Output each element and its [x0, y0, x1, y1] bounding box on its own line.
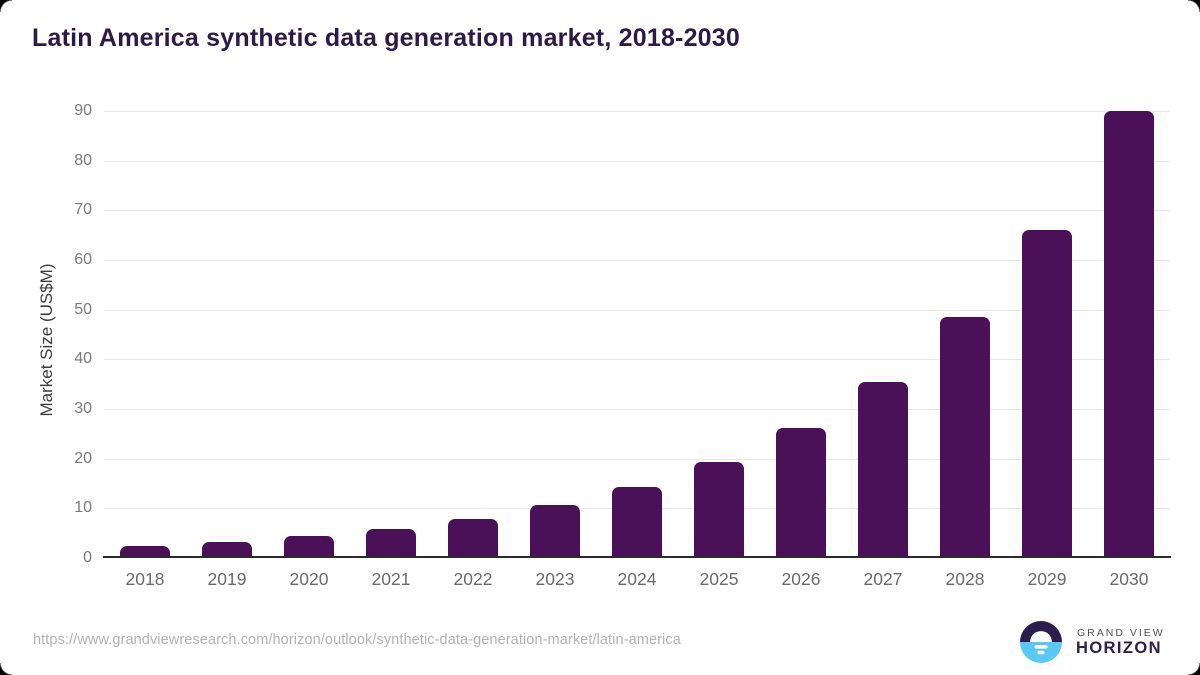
y-tick-label: 20 [74, 449, 92, 467]
bar-2027 [858, 381, 908, 558]
gridline-y90 [104, 111, 1170, 112]
bar-2028 [940, 317, 990, 558]
rounded-corner-mask [0, 663, 12, 675]
y-tick-label: 70 [74, 201, 92, 219]
bar-2024 [612, 486, 662, 558]
x-axis-line [103, 556, 1171, 558]
bar-2019 [202, 541, 252, 558]
logo-horizon-label: HORIZON [1076, 639, 1162, 657]
gridline-y80 [104, 160, 1170, 162]
x-tick-label-2027: 2027 [863, 569, 903, 589]
gridline-y40 [104, 359, 1170, 361]
source-url: https://www.grandviewresearch.com/horizo… [33, 632, 681, 648]
x-tick-label-2030: 2030 [1109, 569, 1149, 589]
y-tick-label: 80 [74, 151, 92, 169]
x-tick-label-2020: 2020 [289, 569, 329, 589]
bar-2020 [284, 535, 334, 558]
x-tick-label-2029: 2029 [1027, 569, 1067, 589]
x-tick-label-2024: 2024 [617, 569, 657, 589]
x-tick-label-2019: 2019 [207, 569, 247, 589]
horizon-sunrise-icon [1020, 621, 1062, 663]
x-tick-label-2021: 2021 [371, 569, 411, 589]
y-tick-label: 50 [74, 300, 92, 318]
chart-title: Latin America synthetic data generation … [32, 24, 740, 52]
y-tick-label: 60 [74, 251, 92, 268]
y-tick-label: 0 [83, 549, 92, 566]
bar-2025 [694, 461, 744, 558]
y-tick-label: 30 [74, 400, 92, 417]
x-tick-label-2026: 2026 [781, 569, 821, 589]
rounded-corner-mask [1188, 663, 1200, 675]
y-tick-label: 10 [74, 499, 92, 517]
bar-2029 [1022, 230, 1072, 558]
bar-2022 [448, 518, 498, 558]
logo-grand-view-label: GRAND VIEW [1077, 627, 1165, 639]
y-tick-label: 40 [74, 350, 92, 368]
bar-2030 [1104, 111, 1154, 558]
x-tick-label-2018: 2018 [125, 569, 165, 589]
gridline-y20 [104, 458, 1170, 460]
y-tick-label: 90 [74, 102, 92, 119]
bar-2018 [120, 545, 170, 558]
grand-view-horizon-logo: GRAND VIEW HORIZON [1020, 621, 1180, 663]
y-axis-label: Market Size (US$M) [37, 263, 56, 417]
bar-2021 [366, 528, 416, 558]
x-tick-label-2023: 2023 [535, 569, 575, 589]
gridline-y60 [104, 260, 1170, 261]
x-tick-label-2028: 2028 [945, 569, 985, 589]
x-tick-label-2022: 2022 [453, 569, 493, 589]
gridline-y30 [104, 409, 1170, 410]
rounded-corner-mask [1188, 0, 1200, 12]
bar-2023 [530, 505, 580, 558]
bar-2026 [776, 427, 826, 558]
rounded-corner-mask [0, 0, 12, 12]
gridline-y50 [104, 309, 1170, 311]
x-tick-label-2025: 2025 [699, 569, 739, 589]
gridline-y70 [104, 210, 1170, 212]
